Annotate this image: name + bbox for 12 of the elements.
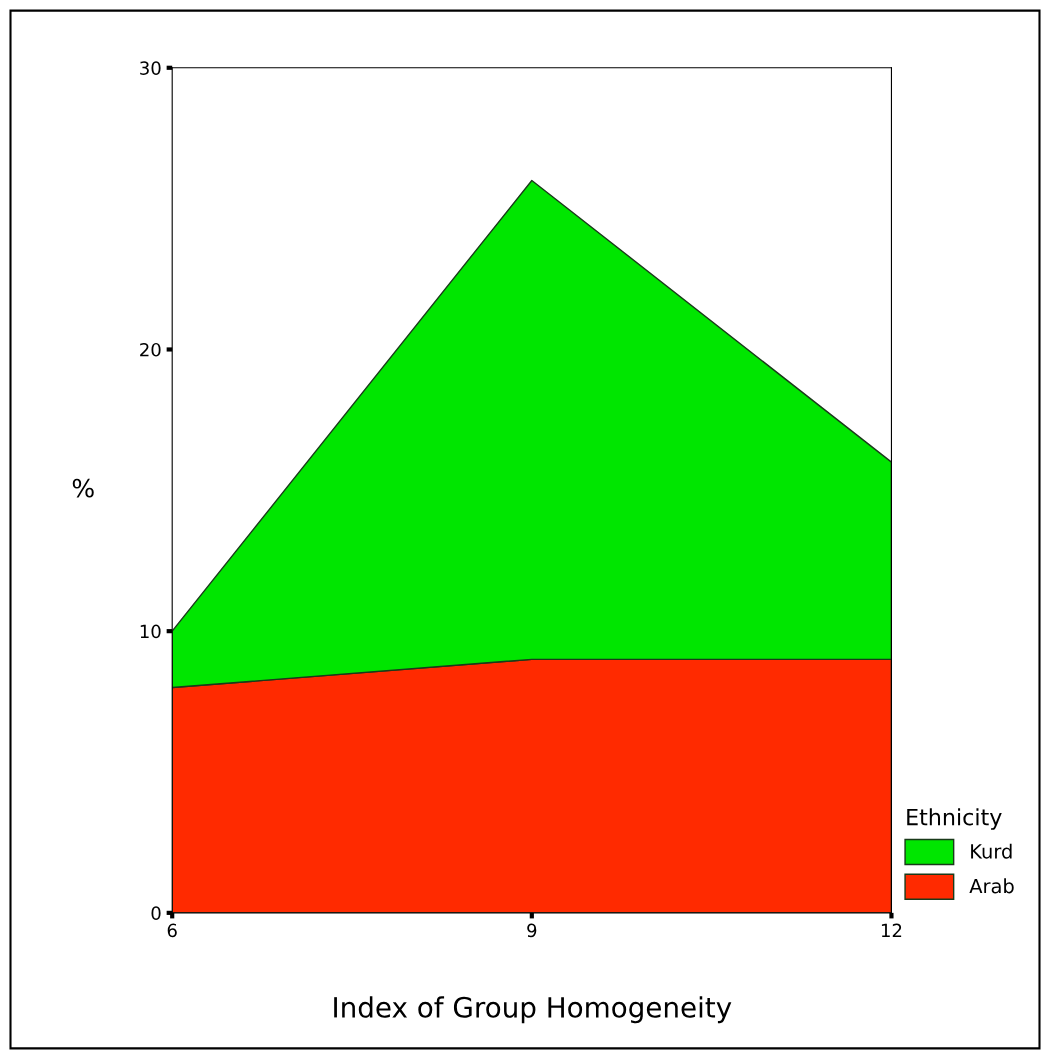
y-tick-label: 20 — [140, 342, 161, 357]
x-tick-label: 6 — [167, 923, 177, 938]
legend-label: Arab — [969, 878, 1014, 894]
x-tick-label: 9 — [527, 923, 537, 938]
x-tick-label: 12 — [881, 923, 902, 937]
legend-title: Ethnicity — [907, 808, 1002, 830]
y-tick-label: 30 — [140, 61, 161, 75]
y-tick-label: 10 — [140, 624, 161, 639]
legend-label: Kurd — [971, 843, 1012, 859]
y-axis-title: % — [72, 478, 94, 498]
x-axis-title: Index of Group Homogeneity — [334, 996, 732, 1024]
y-tick-label: 0 — [151, 906, 161, 920]
